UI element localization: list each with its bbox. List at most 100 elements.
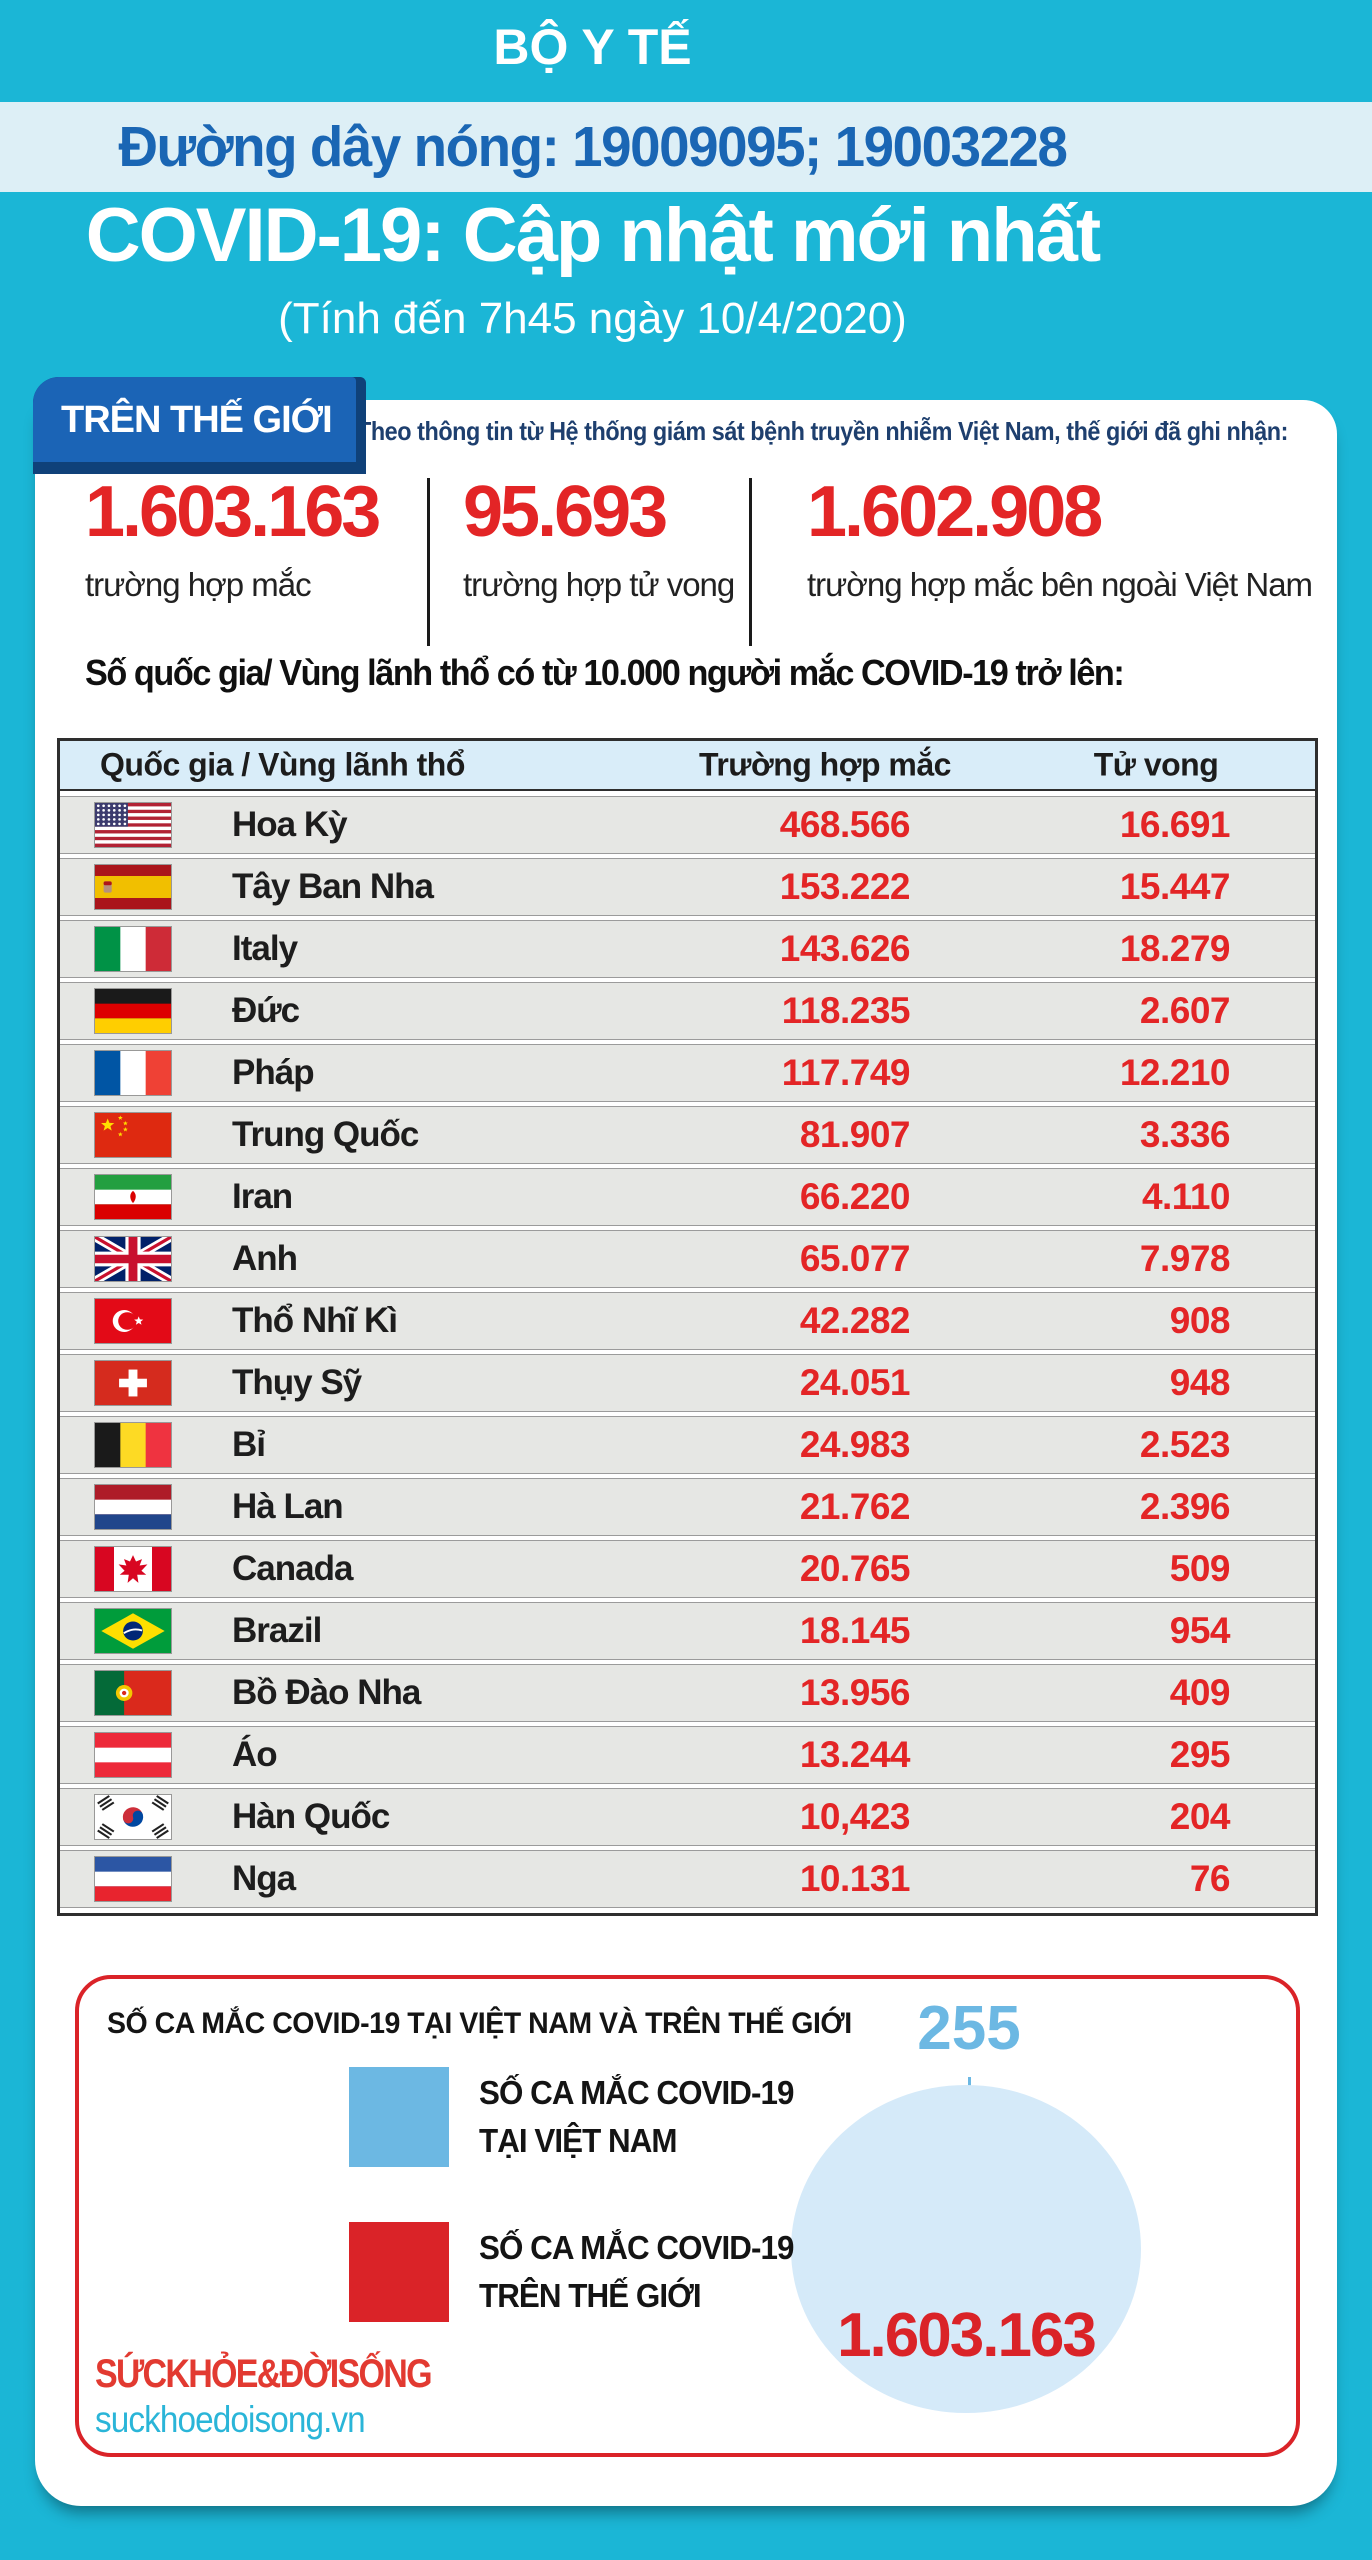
stat-deaths-label: trường hợp tử vong	[463, 566, 735, 603]
country-cases: 13.956	[799, 1672, 911, 1713]
stat-divider	[427, 478, 430, 646]
country-deaths: 509	[1169, 1548, 1231, 1589]
country-deaths: 18.279	[1119, 928, 1231, 969]
country-name: Áo	[232, 1735, 278, 1774]
flag-icon-at	[95, 1733, 171, 1777]
country-cases: 81.907	[799, 1114, 911, 1155]
table-row: Hàn Quốc 10,423 204	[60, 1788, 1315, 1846]
flag-icon-ca	[95, 1547, 171, 1591]
country-cases: 65.077	[799, 1238, 911, 1279]
table-row: Pháp 117.749 12.210	[60, 1044, 1315, 1102]
flag-icon-tr	[95, 1299, 171, 1343]
table-row: Iran 66.220 4.110	[60, 1168, 1315, 1226]
country-name: Brazil	[232, 1611, 322, 1650]
legend-item-vietnam: SỐ CA MẮC COVID-19 TẠI VIỆT NAM	[349, 2067, 810, 2167]
table-row: Anh 65.077 7.978	[60, 1230, 1315, 1288]
stat-deaths: 95.693 trường hợp tử vong	[463, 472, 735, 604]
publisher-logo: SỨCKHỎE&ĐỜISỐNG suckhoedoisong.vn	[95, 2352, 490, 2441]
legend-swatch-world	[349, 2222, 449, 2322]
world-badge-label: TRÊN THẾ GIỚI	[33, 377, 356, 462]
comparison-title: SỐ CA MẮC COVID-19 TẠI VIỆT NAM VÀ TRÊN …	[107, 2007, 852, 2040]
world-badge: TRÊN THẾ GIỚI	[33, 377, 366, 474]
table-body: Hoa Kỳ 468.566 16.691 Tây Ban Nha 153.222 15…	[60, 791, 1315, 1908]
country-deaths: 2.396	[1139, 1486, 1231, 1527]
world-cases-value: 1.603.163	[837, 2301, 1097, 2370]
poster-subtitle: (Tính đến 7h45 ngày 10/4/2020)	[278, 294, 907, 343]
column-header-country: Quốc gia / Vùng lãnh thổ	[100, 746, 465, 783]
country-deaths: 954	[1169, 1610, 1231, 1651]
poster-title: COVID-19: Cập nhật mới nhất	[85, 193, 1101, 278]
column-header-cases: Trường hợp mắc	[699, 746, 951, 783]
flag-icon-cn	[95, 1113, 171, 1157]
country-cases: 118.235	[781, 990, 911, 1031]
country-deaths: 4.110	[1141, 1176, 1231, 1217]
legend-label-world: SỐ CA MẮC COVID-19 TRÊN THẾ GIỚI	[479, 2224, 794, 2320]
country-name: Canada	[232, 1549, 353, 1588]
column-header-deaths: Tử vong	[1093, 746, 1219, 783]
table-row: Trung Quốc 81.907 3.336	[60, 1106, 1315, 1164]
country-name: Thụy Sỹ	[232, 1363, 362, 1402]
country-cases: 21.762	[799, 1486, 911, 1527]
country-cases: 24.051	[799, 1362, 911, 1403]
flag-icon-br	[95, 1609, 171, 1653]
country-cases: 66.220	[799, 1176, 911, 1217]
country-cases: 20.765	[799, 1548, 911, 1589]
stat-outside-vietnam-label: trường hợp mắc bên ngoài Việt Nam	[807, 566, 1313, 603]
table-row: Đức 118.235 2.607	[60, 982, 1315, 1040]
flag-icon-pt	[95, 1671, 171, 1715]
country-name: Hàn Quốc	[232, 1797, 390, 1836]
country-name: Thổ Nhĩ Kì	[232, 1301, 398, 1340]
hotline-banner: Đường dây nóng: 19009095; 19003228	[0, 102, 1372, 192]
country-name: Đức	[232, 991, 300, 1030]
country-deaths: 7.978	[1139, 1238, 1231, 1279]
publisher-logo-site: suckhoedoisong.vn	[95, 2399, 366, 2440]
country-cases: 24.983	[799, 1424, 911, 1465]
country-deaths: 295	[1169, 1734, 1231, 1775]
ministry-title: BỘ Y TẾ	[493, 19, 692, 75]
stat-outside-vietnam: 1.602.908 trường hợp mắc bên ngoài Việt …	[807, 476, 1313, 604]
country-name: Bồ Đào Nha	[232, 1673, 421, 1712]
hotline-text: Đường dây nóng: 19009095; 19003228	[118, 115, 1068, 179]
table-header-row: Quốc gia / Vùng lãnh thổ Trường hợp mắc …	[60, 741, 1315, 791]
legend-swatch-vietnam	[349, 2067, 449, 2167]
country-cases: 153.222	[779, 866, 911, 907]
country-name: Trung Quốc	[232, 1115, 419, 1154]
source-note: Theo thông tin từ Hệ thống giám sát bệnh…	[357, 416, 1288, 446]
country-deaths: 948	[1169, 1362, 1231, 1403]
flag-icon-it	[95, 927, 171, 971]
stat-total-cases: 1.603.163 trường hợp mắc	[85, 472, 381, 604]
flag-icon-de	[95, 989, 171, 1033]
content-card: Theo thông tin từ Hệ thống giám sát bệnh…	[35, 400, 1337, 2506]
flag-icon-kr	[95, 1795, 171, 1839]
vietnam-cases-value: 255	[917, 1994, 1021, 2063]
country-deaths: 16.691	[1119, 804, 1231, 845]
table-row: Bồ Đào Nha 13.956 409	[60, 1664, 1315, 1722]
country-cases: 143.626	[779, 928, 911, 969]
country-deaths: 2.523	[1139, 1424, 1231, 1465]
table-row: Italy 143.626 18.279	[60, 920, 1315, 978]
country-cases: 10.131	[799, 1858, 911, 1899]
comparison-box: SỐ CA MẮC COVID-19 TẠI VIỆT NAM VÀ TRÊN …	[75, 1975, 1300, 2457]
flag-icon-nl	[95, 1485, 171, 1529]
table-row: Hoa Kỳ 468.566 16.691	[60, 796, 1315, 854]
stat-total-cases-value: 1.603.163	[85, 472, 381, 552]
country-table: Quốc gia / Vùng lãnh thổ Trường hợp mắc …	[57, 738, 1318, 1916]
country-deaths: 204	[1169, 1796, 1231, 1837]
country-name: Hoa Kỳ	[232, 805, 348, 844]
country-cases: 117.749	[781, 1052, 911, 1093]
flag-icon-ir	[95, 1175, 171, 1219]
table-row: Thổ Nhĩ Kì 42.282 908	[60, 1292, 1315, 1350]
country-deaths: 12.210	[1119, 1052, 1231, 1093]
country-cases: 10,423	[799, 1796, 911, 1837]
flag-icon-gb	[95, 1237, 171, 1281]
country-name: Hà Lan	[232, 1487, 344, 1526]
legend-line: TRÊN THẾ GIỚI	[479, 2277, 702, 2314]
country-cases: 468.566	[779, 804, 911, 845]
table-row: Tây Ban Nha 153.222 15.447	[60, 858, 1315, 916]
flag-icon-es	[95, 865, 171, 909]
country-name: Bỉ	[232, 1425, 266, 1464]
flag-icon-be	[95, 1423, 171, 1467]
country-deaths: 3.336	[1139, 1114, 1231, 1155]
stat-deaths-value: 95.693	[463, 472, 668, 552]
table-row: Nga 10.131 76	[60, 1850, 1315, 1908]
